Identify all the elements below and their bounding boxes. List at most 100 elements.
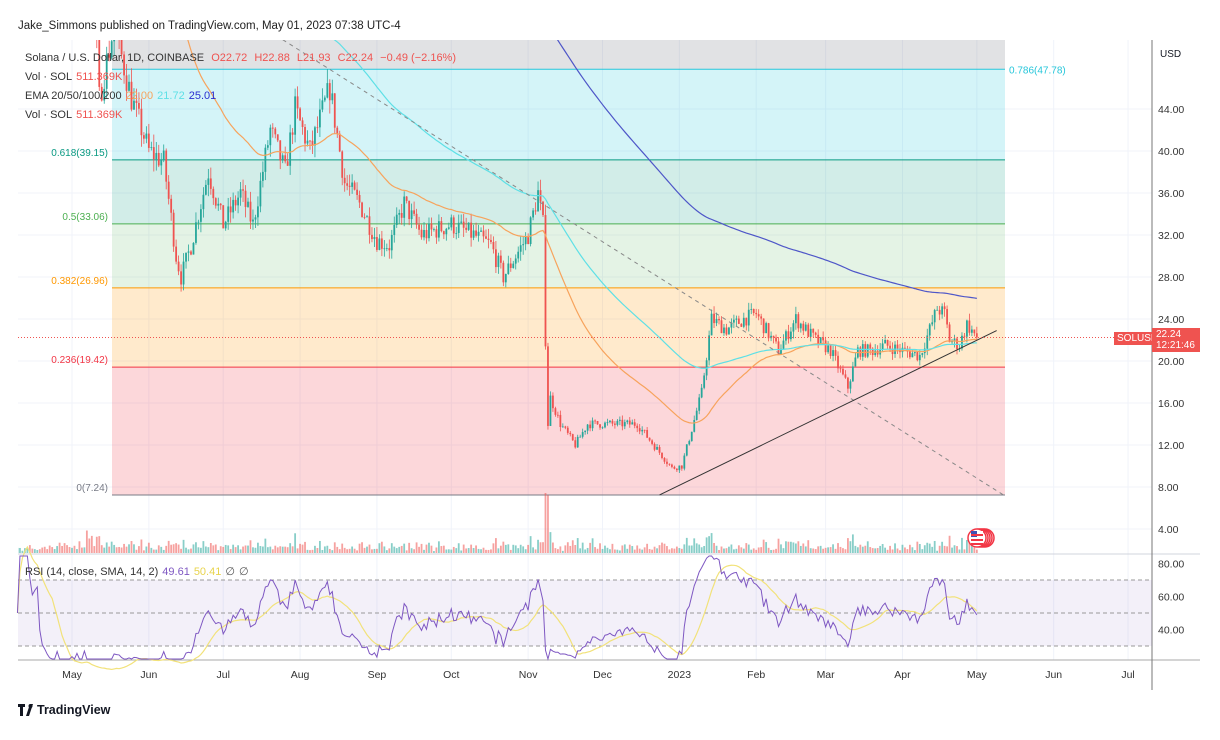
volume-bar	[314, 545, 316, 553]
volume-bar	[864, 545, 867, 553]
volume-bar	[167, 540, 170, 553]
fib-level-label: 0.618(39.15)	[51, 148, 108, 159]
candle-body	[373, 236, 376, 240]
volume-bar	[311, 549, 314, 553]
volume-bar	[732, 549, 735, 553]
candle-body	[975, 333, 978, 338]
candle-body	[172, 212, 175, 247]
volume-bar	[366, 546, 368, 553]
fib-level-label: 0.382(26.96)	[51, 276, 108, 287]
volume-bar	[961, 537, 963, 553]
bar-countdown: 12:21:46	[1156, 340, 1195, 351]
rsi-line	[16, 555, 978, 661]
candle-body	[319, 109, 321, 128]
volume-bar	[648, 549, 651, 553]
candle-body	[725, 327, 728, 335]
volume-bar	[304, 541, 306, 553]
fib-level-label: 0.236(19.42)	[51, 355, 108, 366]
candle-body	[874, 350, 877, 356]
candle-body	[472, 230, 475, 238]
candle-body	[561, 426, 564, 428]
candle-body	[254, 217, 257, 220]
volume-bar	[480, 549, 482, 553]
candle-body	[450, 217, 453, 228]
candle-body	[433, 229, 435, 230]
volume-bar	[281, 546, 284, 553]
candle-body	[849, 381, 852, 389]
volume-bar	[361, 542, 363, 553]
candle-body	[142, 135, 145, 139]
last-price: 22.24	[1156, 329, 1182, 340]
volume-bar	[204, 546, 207, 553]
volume-bar	[490, 549, 492, 553]
candle-body	[703, 375, 706, 388]
volume-bar	[589, 542, 592, 553]
volume-bar	[916, 541, 919, 553]
time-axis-label: Dec	[593, 669, 612, 681]
volume-bar	[239, 549, 242, 553]
volume-bar	[837, 543, 839, 553]
candle-body	[475, 230, 477, 236]
candle-body	[311, 140, 314, 146]
volume-bar	[108, 546, 111, 553]
volume-bar	[921, 549, 924, 553]
volume-bar	[970, 545, 973, 553]
price-axis-unit: USD	[1160, 49, 1182, 60]
candle-body	[326, 83, 329, 98]
volume-bar	[797, 541, 800, 553]
candle-body	[824, 340, 827, 353]
volume-bar	[162, 549, 165, 553]
volume-bar	[460, 550, 463, 553]
candle-body	[336, 127, 339, 134]
candle-body	[730, 322, 733, 328]
candle-body	[626, 420, 629, 423]
volume-bar	[750, 549, 753, 553]
volume-bar	[83, 547, 86, 553]
volume-bar	[651, 549, 653, 553]
candle-body	[951, 341, 953, 343]
volume-bar	[668, 549, 671, 553]
volume-bar	[78, 541, 81, 553]
candle-body	[656, 446, 658, 450]
candle-body	[234, 199, 237, 206]
volume-bar	[973, 546, 976, 553]
candle-body	[247, 201, 249, 207]
price-axis-label: 36.00	[1158, 188, 1184, 200]
candle-body	[631, 422, 634, 425]
volume-bar	[663, 543, 666, 553]
candle-body	[596, 420, 599, 425]
volume-bar	[234, 547, 237, 553]
volume-bar	[465, 548, 468, 553]
volume-bar	[266, 547, 269, 553]
candle-body	[760, 316, 763, 319]
candle-body	[710, 313, 713, 336]
candle-body	[212, 188, 215, 199]
candle-body	[480, 230, 482, 232]
volume-bar	[423, 549, 425, 553]
volume-bar	[358, 543, 361, 553]
volume-bar	[477, 548, 480, 553]
volume-bar	[242, 546, 244, 553]
candle-body	[371, 234, 373, 240]
candle-body	[948, 324, 951, 343]
candle-body	[398, 213, 401, 215]
volume-bar	[604, 545, 606, 553]
candle-body	[395, 214, 398, 225]
candle-body	[296, 96, 299, 109]
volume-bar	[187, 549, 190, 553]
candle-body	[135, 100, 138, 103]
candle-body	[180, 271, 182, 285]
candle-body	[242, 189, 244, 191]
tradingview-logo[interactable]: TradingView	[18, 703, 110, 717]
publisher-header: Jake_Simmons published on TradingView.co…	[18, 20, 401, 32]
volume-bar	[693, 538, 696, 553]
volume-bar	[356, 550, 358, 553]
time-axis-label: 2023	[668, 669, 692, 681]
volume-bar	[413, 549, 416, 553]
candle-body	[911, 353, 914, 358]
time-axis-label: May	[62, 669, 83, 681]
candle-body	[537, 190, 539, 212]
candle-body	[400, 213, 403, 218]
volume-bar	[46, 549, 49, 553]
